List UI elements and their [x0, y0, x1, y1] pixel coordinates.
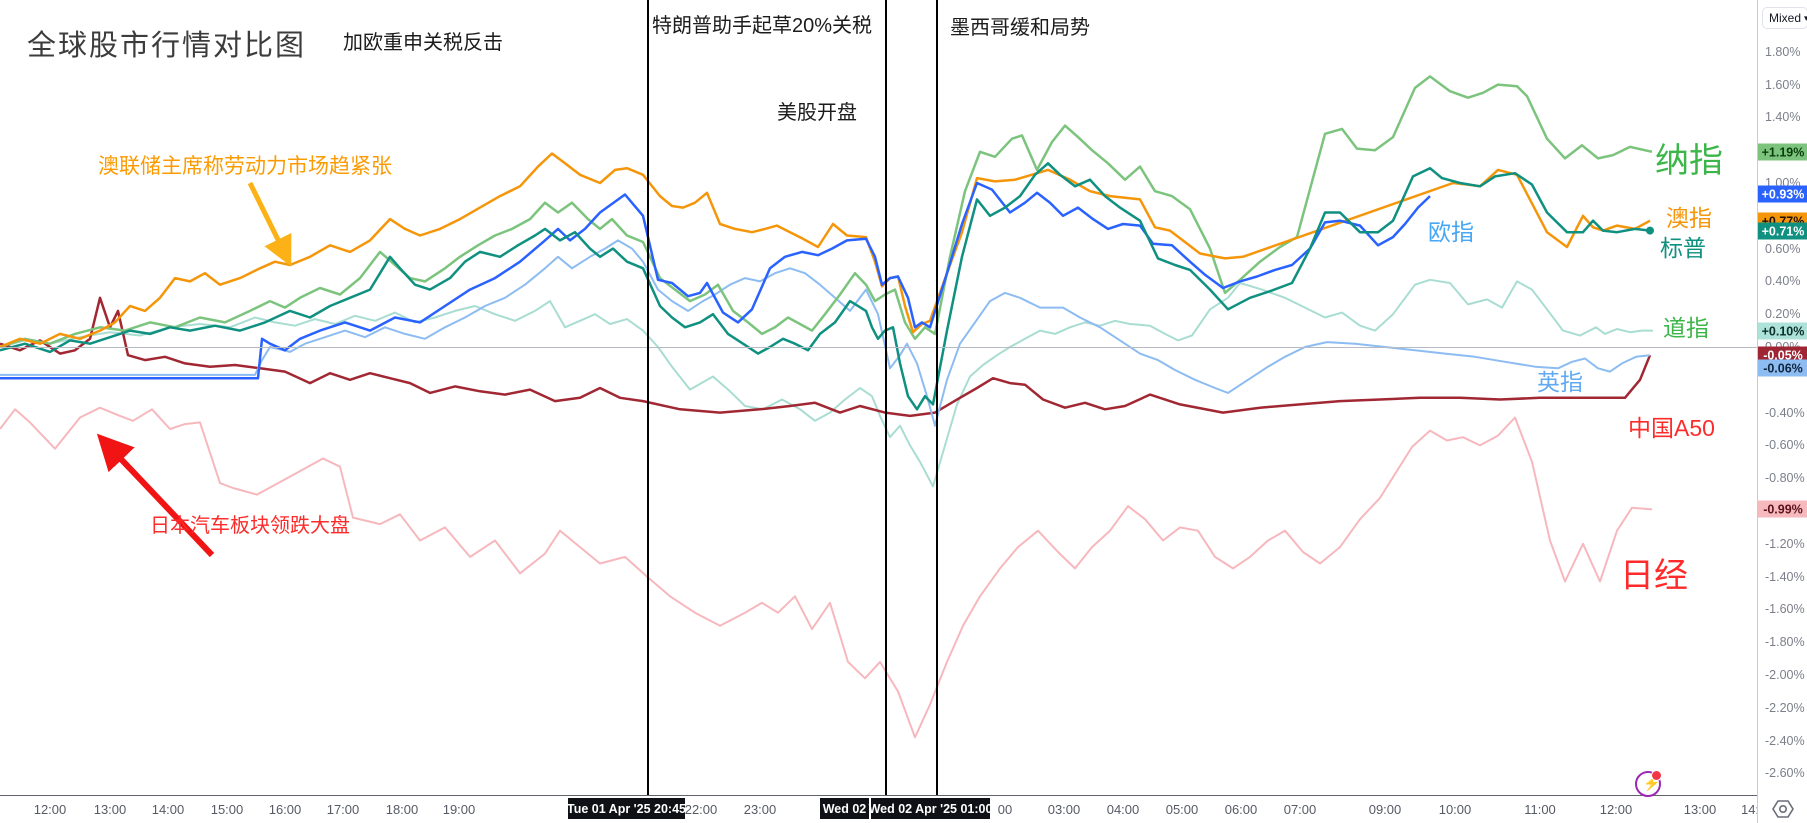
time-tick-label: 05:00: [1165, 802, 1199, 817]
series-line-澳指[interactable]: [0, 152, 1651, 349]
series-label-澳指[interactable]: 澳指: [1666, 205, 1712, 231]
series-line-道指[interactable]: [0, 278, 1653, 488]
time-tick-label: 00: [997, 802, 1013, 817]
annotation-text[interactable]: 加欧重申关税反击: [343, 32, 503, 54]
time-tick-label: 11:00: [1524, 802, 1556, 817]
price-tick-label: -0.40%: [1765, 406, 1805, 420]
time-tick-label: 22:00: [684, 802, 718, 817]
price-tick-label: 1.80%: [1765, 45, 1801, 59]
price-tick-label: -2.00%: [1765, 668, 1805, 682]
zero-gridline: [0, 347, 1757, 348]
price-tick-label: 0.20%: [1765, 307, 1801, 321]
price-axis-badge: +1.19%: [1758, 143, 1807, 161]
annotation-text[interactable]: 澳联储主席称劳动力市场趋紧张: [98, 155, 392, 178]
price-tick-label: -1.40%: [1765, 570, 1805, 584]
series-label-英指[interactable]: 英指: [1537, 369, 1583, 395]
scale-mode-label: Mixed: [1769, 11, 1802, 25]
time-tick-label: 16:00: [268, 802, 302, 817]
series-end-dot: [1646, 226, 1654, 235]
chevron-down-icon: ▾: [1804, 12, 1807, 23]
price-axis-badge: -0.05%: [1758, 346, 1807, 364]
event-vertical-line[interactable]: [936, 0, 938, 795]
price-axis-badge: +0.71%: [1758, 222, 1807, 240]
price-tick-label: 1.60%: [1765, 78, 1801, 92]
scale-mode-dropdown[interactable]: Mixed ▾: [1762, 7, 1807, 29]
series-label-中国A50[interactable]: 中国A50: [1628, 415, 1715, 441]
series-line-欧指[interactable]: [0, 181, 1431, 380]
series-label-纳指[interactable]: 纳指: [1655, 142, 1723, 180]
time-tick-label: 18:00: [385, 802, 419, 817]
news-event-icon[interactable]: ⚡: [1635, 770, 1662, 797]
event-vertical-line[interactable]: [885, 0, 887, 795]
time-axis[interactable]: 12:00 13:00 14:00 15:00 16:00 17:00 18:00 19:00…: [0, 795, 1807, 823]
price-tick-label: -1.60%: [1765, 602, 1805, 616]
series-label-标普[interactable]: 标普: [1660, 235, 1706, 261]
time-tick-label: 07:00: [1283, 802, 1317, 817]
time-axis-badge: Tue 01 Apr '25 20:45: [567, 798, 686, 819]
price-tick-label: -1.20%: [1765, 537, 1805, 551]
time-tick-label: 12:00: [33, 802, 67, 817]
price-tick-label: 1.40%: [1765, 110, 1801, 124]
axis-settings-gear-icon[interactable]: [1772, 799, 1794, 819]
series-label-道指[interactable]: 道指: [1663, 315, 1709, 341]
time-tick-label: 15:00: [210, 802, 244, 817]
time-axis-badge: Wed 02: [820, 798, 869, 819]
time-tick-label: 23:00: [743, 802, 777, 817]
series-label-欧指[interactable]: 欧指: [1428, 219, 1474, 245]
time-tick-label: 04:00: [1106, 802, 1140, 817]
price-tick-label: 0.40%: [1765, 274, 1801, 288]
series-line-标普[interactable]: [0, 162, 1651, 411]
price-axis-badge: -0.06%: [1758, 359, 1807, 377]
chart-plot-area[interactable]: [0, 0, 1757, 795]
series-line-纳指[interactable]: [0, 75, 1653, 349]
time-tick-label: 14:00: [151, 802, 185, 817]
time-tick-label: 13:00: [1683, 802, 1717, 817]
time-axis-badge: Wed 02 Apr '25 01:00: [869, 798, 992, 819]
time-tick-label: 17:00: [326, 802, 360, 817]
price-tick-label: -0.80%: [1765, 471, 1805, 485]
time-tick-label: 09:00: [1368, 802, 1402, 817]
price-tick-label: -1.80%: [1765, 635, 1805, 649]
time-tick-label: 19:00: [442, 802, 476, 817]
series-line-日经[interactable]: [0, 406, 1653, 739]
series-line-英指[interactable]: [0, 239, 1651, 427]
time-tick-label: 10:00: [1438, 802, 1472, 817]
series-label-日经[interactable]: 日经: [1620, 557, 1688, 595]
event-vertical-line[interactable]: [647, 0, 649, 795]
series-line-中国A50[interactable]: [0, 296, 1652, 418]
time-tick-label: 12:00: [1599, 802, 1633, 817]
page-title: 全球股市行情对比图: [27, 30, 307, 62]
red-arrow[interactable]: [96, 433, 215, 558]
yellow-arrow[interactable]: [247, 181, 292, 267]
annotation-text[interactable]: 日本汽车板块领跌大盘: [150, 515, 350, 537]
price-tick-label: -2.40%: [1765, 734, 1805, 748]
price-axis-badge: +0.10%: [1758, 322, 1807, 340]
price-axis-badge: -0.99%: [1758, 500, 1807, 518]
price-axis[interactable]: 1.80%1.60%1.40%1.00%0.60%0.40%0.20%0.00%…: [1757, 0, 1807, 823]
annotation-text[interactable]: 特朗普助手起草20%关税: [652, 15, 873, 37]
price-tick-label: -2.20%: [1765, 701, 1805, 715]
annotation-text[interactable]: 美股开盘: [777, 102, 857, 124]
notification-dot: [1651, 770, 1662, 781]
price-tick-label: -0.60%: [1765, 438, 1805, 452]
annotation-text[interactable]: 墨西哥缓和局势: [950, 17, 1090, 39]
time-tick-label: 14:: [1740, 802, 1760, 817]
price-tick-label: -2.60%: [1765, 766, 1805, 780]
price-axis-badge: +0.93%: [1758, 185, 1807, 203]
price-tick-label: 0.60%: [1765, 242, 1801, 256]
time-tick-label: 06:00: [1224, 802, 1258, 817]
time-tick-label: 13:00: [93, 802, 127, 817]
time-tick-label: 03:00: [1047, 802, 1081, 817]
